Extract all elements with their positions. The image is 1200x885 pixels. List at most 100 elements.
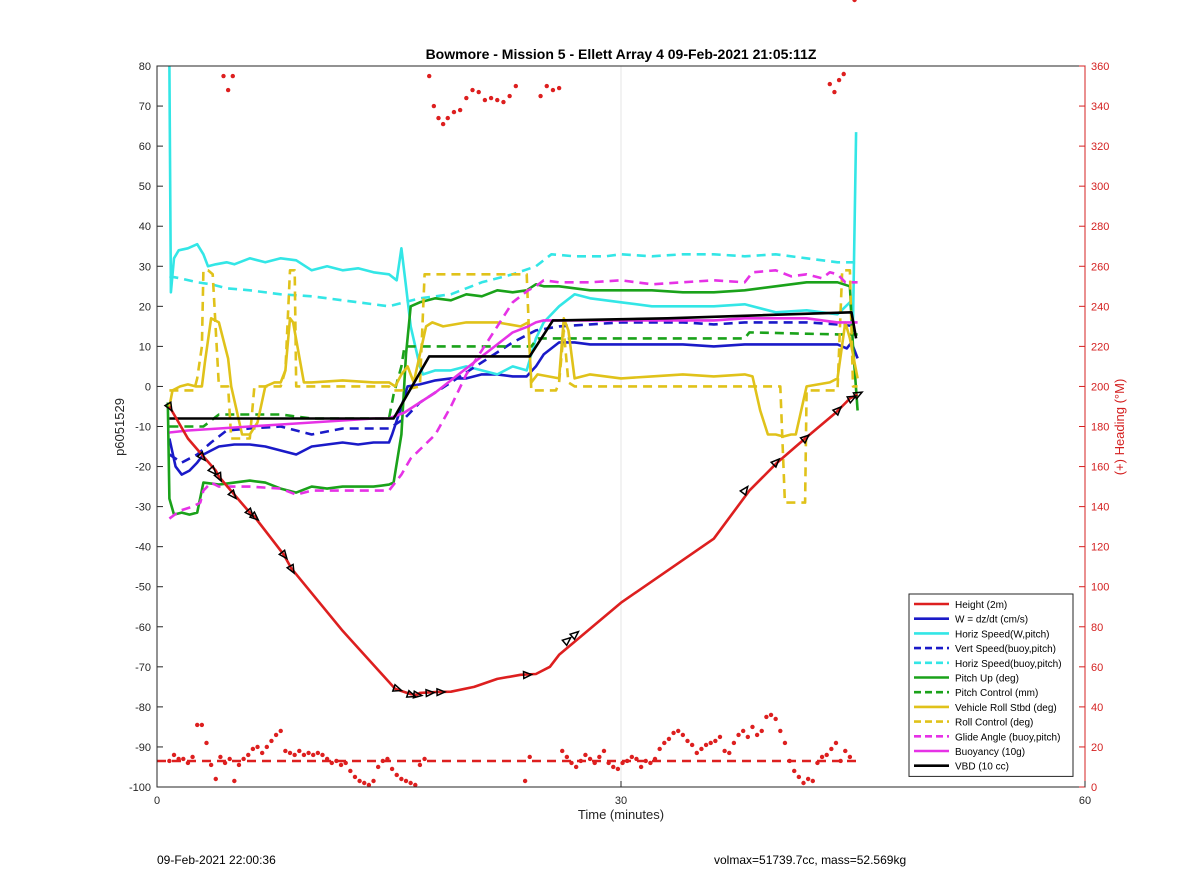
- legend-label: Horiz Speed(W,pitch): [955, 629, 1049, 640]
- heading-point: [362, 780, 367, 786]
- heading-point: [796, 774, 802, 780]
- direction-marker: [405, 689, 418, 698]
- heading-point: [722, 748, 727, 754]
- heading-point: [269, 738, 274, 744]
- heading-point: [713, 738, 718, 744]
- series-line: [168, 341, 859, 476]
- direction-marker: [436, 687, 447, 697]
- direction-marker: [738, 485, 749, 497]
- y-axis-label: p6051529: [112, 398, 127, 456]
- legend-label: Pitch Up (deg): [955, 674, 1019, 685]
- series-line: [166, 280, 859, 516]
- legend-label: Buoyancy (10g): [955, 747, 1025, 758]
- heading-point: [648, 760, 653, 766]
- chart-title: Bowmore - Mission 5 - Ellett Array 4 09-…: [426, 46, 817, 62]
- heading-points: [167, 0, 857, 788]
- heading-point: [564, 754, 570, 760]
- heading-point: [264, 744, 270, 750]
- direction-marker: [248, 510, 260, 522]
- heading-point: [440, 121, 446, 127]
- heading-point: [482, 97, 488, 103]
- series-line: [168, 268, 858, 520]
- heading-point: [703, 742, 709, 748]
- heading-point: [246, 752, 251, 758]
- x-tick-label: 60: [1079, 795, 1091, 807]
- heading-point: [782, 740, 788, 746]
- footer-timestamp: 09-Feb-2021 22:00:36: [157, 853, 276, 867]
- heading-point: [792, 768, 797, 774]
- heading-point: [666, 736, 672, 742]
- heading-point: [399, 776, 404, 782]
- heading-point: [457, 107, 463, 113]
- y2-tick-label: 0: [1091, 782, 1097, 794]
- heading-point: [306, 750, 311, 756]
- heading-point: [385, 756, 390, 762]
- heading-point: [283, 748, 288, 754]
- heading-point: [833, 740, 839, 746]
- heading-point: [736, 732, 741, 738]
- heading-point: [241, 756, 246, 762]
- legend-label: Vehicle Roll Stbd (deg): [955, 703, 1057, 714]
- heading-point: [329, 760, 334, 766]
- heading-point: [827, 81, 832, 87]
- heading-point: [501, 99, 506, 105]
- heading-point: [213, 776, 218, 782]
- y-tick-label: -50: [135, 582, 151, 594]
- heading-point: [278, 728, 283, 734]
- direction-marker: [852, 391, 864, 401]
- heading-point: [427, 73, 432, 79]
- heading-point: [522, 778, 528, 784]
- heading-point: [301, 752, 307, 758]
- heading-point: [380, 758, 386, 764]
- y2-tick-label: 220: [1091, 341, 1109, 353]
- direction-marker: [831, 405, 843, 417]
- heading-point: [204, 740, 209, 746]
- heading-point: [578, 758, 583, 764]
- y-tick-label: -80: [135, 702, 151, 714]
- heading-point: [832, 89, 837, 95]
- direction-marker: [561, 636, 573, 647]
- y-tick-label: 40: [139, 221, 151, 233]
- y-tick-label: 70: [139, 101, 151, 113]
- heading-point: [685, 738, 690, 744]
- heading-point: [810, 778, 815, 784]
- heading-point: [787, 758, 792, 764]
- y2-tick-label: 360: [1091, 61, 1109, 73]
- y2-tick-label: 140: [1091, 502, 1109, 514]
- heading-point: [324, 756, 330, 762]
- heading-point: [815, 760, 820, 766]
- heading-point: [394, 772, 399, 778]
- series-group: [157, 65, 859, 763]
- heading-point: [403, 778, 409, 784]
- heading-point: [408, 780, 413, 786]
- x-tick-label: 0: [154, 795, 160, 807]
- heading-point: [634, 756, 639, 762]
- legend-label: Horiz Speed(buoy,pitch): [955, 659, 1062, 670]
- heading-point: [836, 77, 842, 83]
- heading-point: [357, 778, 362, 784]
- footer-vehicle-info: volmax=51739.7cc, mass=52.569kg: [714, 853, 907, 867]
- y-tick-label: -30: [135, 502, 151, 514]
- heading-point: [199, 722, 205, 728]
- y2-tick-label: 100: [1091, 582, 1109, 594]
- legend-label: Pitch Control (mm): [955, 688, 1038, 699]
- direction-marker: [213, 471, 223, 483]
- heading-point: [334, 758, 339, 764]
- heading-point: [297, 748, 302, 754]
- heading-point: [611, 764, 616, 770]
- heading-point: [366, 782, 372, 788]
- y2-tick-label: 60: [1091, 662, 1103, 674]
- heading-point: [699, 746, 704, 752]
- heading-point: [513, 83, 519, 89]
- legend-label: Glide Angle (buoy,pitch): [955, 732, 1060, 743]
- heading-point: [176, 756, 181, 762]
- direction-marker: [163, 400, 173, 413]
- legend-label: Vert Speed(buoy,pitch): [955, 644, 1056, 655]
- heading-point: [731, 740, 737, 746]
- y2-tick-label: 180: [1091, 422, 1109, 434]
- heading-point: [315, 750, 321, 756]
- heading-point: [259, 750, 265, 756]
- heading-point: [451, 109, 457, 115]
- x-axis-label: Time (minutes): [578, 807, 664, 822]
- heading-point: [544, 83, 549, 89]
